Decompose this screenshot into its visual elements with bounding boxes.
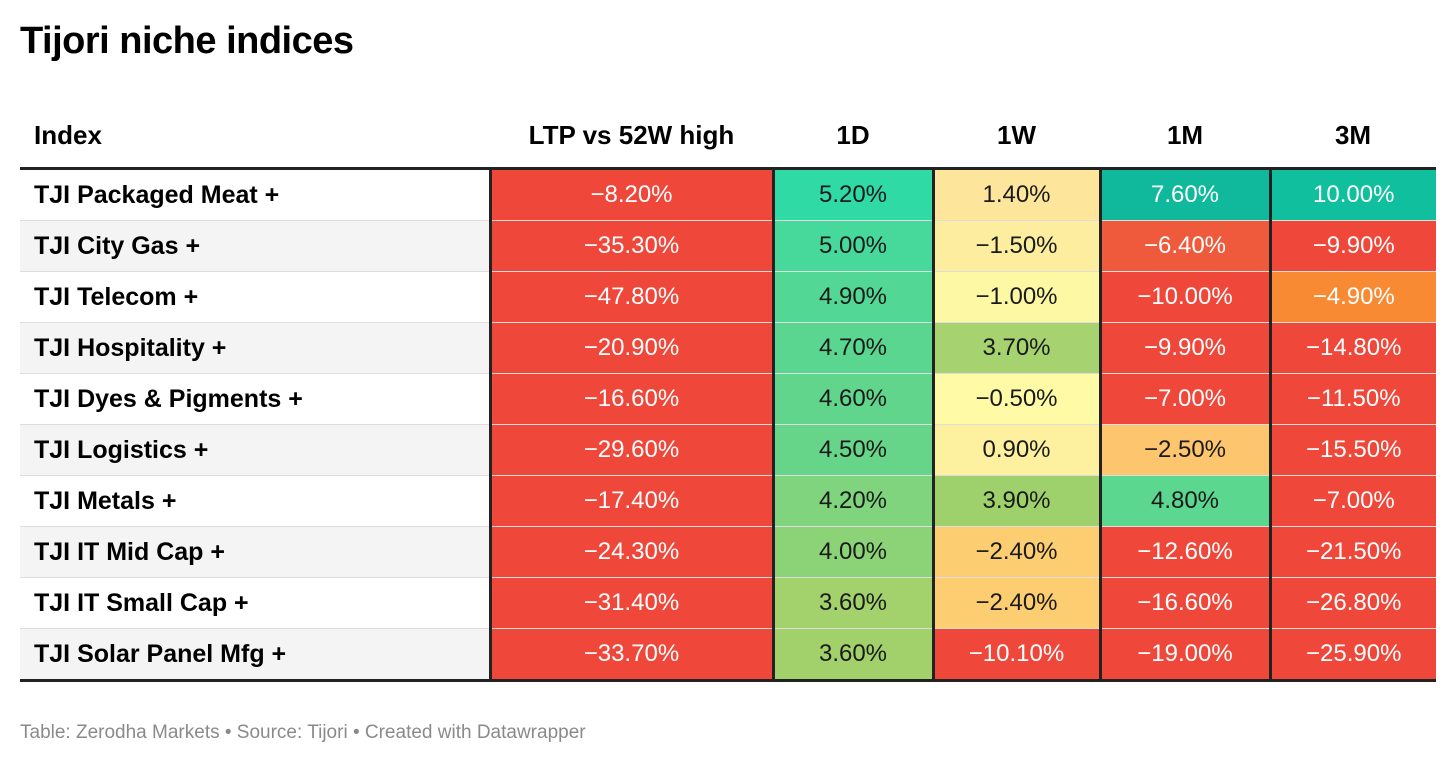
table-row: TJI Packaged Meat + −8.20% 5.20% 1.40% 7.60%… xyxy=(20,168,1436,221)
value-cell-3m: −21.50% xyxy=(1268,526,1436,578)
value-cell-1d: 5.00% xyxy=(771,220,933,272)
index-name-cell: TJI Solar Panel Mfg + xyxy=(20,628,490,682)
table-row: TJI Solar Panel Mfg + −33.70% 3.60% −10.10%… xyxy=(20,628,1436,682)
value-cell-3m: −9.90% xyxy=(1268,220,1436,272)
column-header-index: Index xyxy=(20,104,490,170)
index-name-cell: TJI Telecom + xyxy=(20,271,490,323)
value-cell-ltp-vs-52w-high: −31.40% xyxy=(488,577,773,629)
column-header-3m: 3M xyxy=(1270,104,1436,170)
value-cell-1m: −9.90% xyxy=(1098,322,1270,374)
value-cell-1w: −10.10% xyxy=(931,628,1100,682)
table-row: TJI Logistics + −29.60% 4.50% 0.90% −2.50% −1… xyxy=(20,424,1436,476)
value-cell-1m: −7.00% xyxy=(1098,373,1270,425)
value-cell-1w: −1.00% xyxy=(931,271,1100,323)
index-name-cell: TJI Metals + xyxy=(20,475,490,527)
value-cell-1w: 1.40% xyxy=(931,168,1100,221)
value-cell-1w: −0.50% xyxy=(931,373,1100,425)
value-cell-ltp-vs-52w-high: −16.60% xyxy=(488,373,773,425)
index-name-cell: TJI Packaged Meat + xyxy=(20,168,490,221)
header-row: Index LTP vs 52W high 1D 1W 1M 3M xyxy=(20,104,1436,170)
value-cell-1d: 3.60% xyxy=(771,577,933,629)
index-name-cell: TJI Dyes & Pigments + xyxy=(20,373,490,425)
column-header-1m: 1M xyxy=(1100,104,1270,170)
value-cell-3m: −14.80% xyxy=(1268,322,1436,374)
column-header-ltp-vs-52w-high: LTP vs 52W high xyxy=(490,104,773,170)
value-cell-1d: 4.90% xyxy=(771,271,933,323)
table-row: TJI Dyes & Pigments + −16.60% 4.60% −0.50% −… xyxy=(20,373,1436,425)
value-cell-1m: −16.60% xyxy=(1098,577,1270,629)
value-cell-ltp-vs-52w-high: −35.30% xyxy=(488,220,773,272)
index-name-cell: TJI IT Mid Cap + xyxy=(20,526,490,578)
value-cell-3m: −26.80% xyxy=(1268,577,1436,629)
source-footer: Table: Zerodha Markets • Source: Tijori … xyxy=(20,722,586,743)
index-name-cell: TJI Hospitality + xyxy=(20,322,490,374)
value-cell-1w: −1.50% xyxy=(931,220,1100,272)
value-cell-ltp-vs-52w-high: −24.30% xyxy=(488,526,773,578)
value-cell-1w: −2.40% xyxy=(931,577,1100,629)
value-cell-3m: −25.90% xyxy=(1268,628,1436,682)
table-row: TJI Hospitality + −20.90% 4.70% 3.70% −9.90%… xyxy=(20,322,1436,374)
value-cell-1w: 0.90% xyxy=(931,424,1100,476)
value-cell-ltp-vs-52w-high: −47.80% xyxy=(488,271,773,323)
value-cell-3m: −7.00% xyxy=(1268,475,1436,527)
value-cell-ltp-vs-52w-high: −8.20% xyxy=(488,168,773,221)
value-cell-ltp-vs-52w-high: −33.70% xyxy=(488,628,773,682)
table-row: TJI Metals + −17.40% 4.20% 3.90% 4.80% −7.00% xyxy=(20,475,1436,527)
value-cell-1m: 4.80% xyxy=(1098,475,1270,527)
value-cell-1m: −12.60% xyxy=(1098,526,1270,578)
value-cell-1d: 4.50% xyxy=(771,424,933,476)
value-cell-1d: 5.20% xyxy=(771,168,933,221)
column-header-1d: 1D xyxy=(773,104,933,170)
value-cell-1m: 7.60% xyxy=(1098,168,1270,221)
value-cell-1m: −19.00% xyxy=(1098,628,1270,682)
value-cell-ltp-vs-52w-high: −29.60% xyxy=(488,424,773,476)
table-row: TJI City Gas + −35.30% 5.00% −1.50% −6.40% −9… xyxy=(20,220,1436,272)
value-cell-1d: 4.70% xyxy=(771,322,933,374)
table-row: TJI IT Mid Cap + −24.30% 4.00% −2.40% −12.60… xyxy=(20,526,1436,578)
index-name-cell: TJI IT Small Cap + xyxy=(20,577,490,629)
value-cell-1d: 4.00% xyxy=(771,526,933,578)
value-cell-1w: 3.70% xyxy=(931,322,1100,374)
value-cell-3m: −4.90% xyxy=(1268,271,1436,323)
value-cell-ltp-vs-52w-high: −17.40% xyxy=(488,475,773,527)
table-row: TJI Telecom + −47.80% 4.90% −1.00% −10.00% −4… xyxy=(20,271,1436,323)
value-cell-1w: −2.40% xyxy=(931,526,1100,578)
indices-table: Index LTP vs 52W high 1D 1W 1M 3M TJI Pa… xyxy=(20,104,1436,682)
value-cell-1m: −6.40% xyxy=(1098,220,1270,272)
value-cell-3m: −11.50% xyxy=(1268,373,1436,425)
table-row: TJI IT Small Cap + −31.40% 3.60% −2.40% −16.… xyxy=(20,577,1436,629)
index-name-cell: TJI Logistics + xyxy=(20,424,490,476)
value-cell-1d: 3.60% xyxy=(771,628,933,682)
value-cell-ltp-vs-52w-high: −20.90% xyxy=(488,322,773,374)
chart-title: Tijori niche indices xyxy=(20,20,354,62)
table-body: TJI Packaged Meat + −8.20% 5.20% 1.40% 7.60%… xyxy=(20,168,1436,682)
value-cell-1m: −2.50% xyxy=(1098,424,1270,476)
value-cell-1d: 4.20% xyxy=(771,475,933,527)
index-name-cell: TJI City Gas + xyxy=(20,220,490,272)
value-cell-1m: −10.00% xyxy=(1098,271,1270,323)
value-cell-3m: −15.50% xyxy=(1268,424,1436,476)
column-header-1w: 1W xyxy=(933,104,1100,170)
value-cell-1w: 3.90% xyxy=(931,475,1100,527)
value-cell-1d: 4.60% xyxy=(771,373,933,425)
value-cell-3m: 10.00% xyxy=(1268,168,1436,221)
